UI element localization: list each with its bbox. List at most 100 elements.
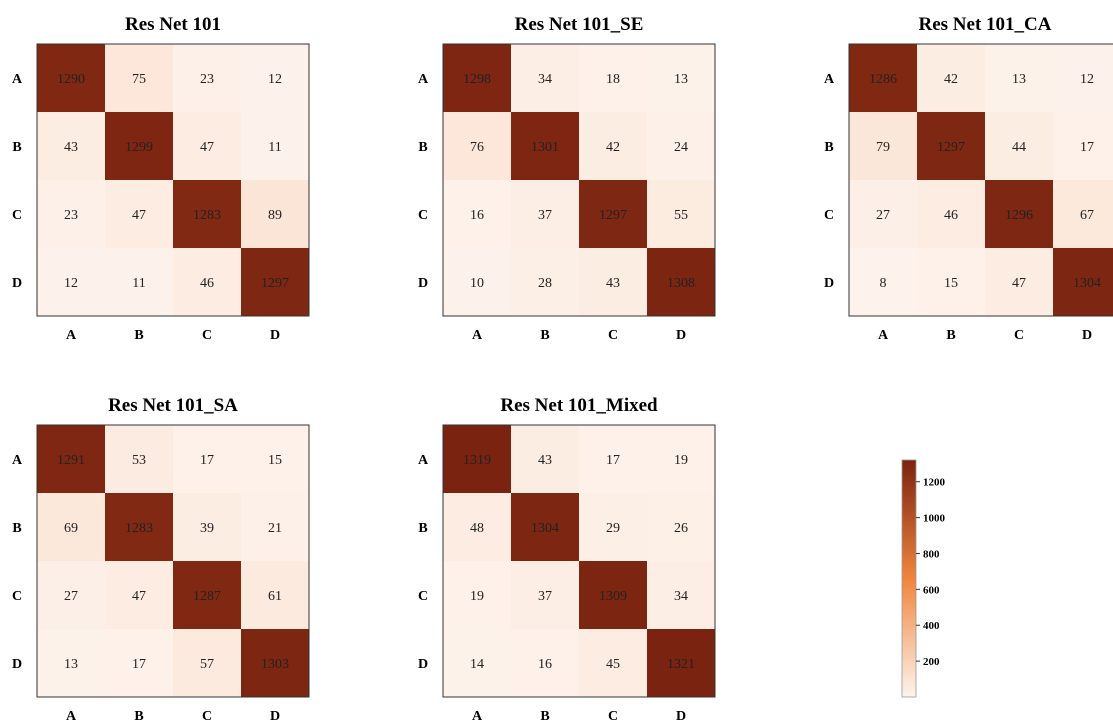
- cell-value-label: 46: [200, 276, 214, 291]
- heatmap-cell: [173, 44, 241, 112]
- cell-value-label: 12: [1080, 72, 1094, 87]
- row-tick-label: D: [418, 657, 428, 672]
- heatmap-cell: [511, 44, 579, 112]
- panel-title: Res Net 101: [125, 14, 221, 35]
- heatmap-cell: [241, 425, 309, 493]
- heatmap-cell: [917, 248, 985, 316]
- heatmap-cell: [173, 493, 241, 561]
- heatmap-cell: [443, 44, 511, 112]
- row-tick-label: D: [824, 276, 834, 291]
- heatmap-panels: Res Net 101 1290 75 23 12 43 1299 47 11 23 47 1283 8…: [12, 14, 1113, 720]
- heatmap-cell: [105, 561, 173, 629]
- heatmap-cell: [985, 112, 1053, 180]
- cell-value-label: 34: [538, 72, 552, 87]
- cell-value-label: 12: [64, 276, 78, 291]
- heatmap-frame: [848, 43, 1113, 317]
- cell-value-label: 19: [470, 589, 484, 604]
- cell-value-label: 53: [132, 453, 146, 468]
- heatmap-cell: [647, 493, 715, 561]
- heatmap-cell: [511, 493, 579, 561]
- cell-value-label: 16: [470, 208, 484, 223]
- cell-value-label: 21: [268, 521, 282, 536]
- cell-value-label: 1291: [57, 453, 85, 468]
- heatmap-cell: [37, 44, 105, 112]
- row-tick-label: C: [824, 208, 834, 223]
- heatmap-cell: [511, 112, 579, 180]
- cell-value-label: 55: [674, 208, 688, 223]
- cell-value-label: 11: [268, 140, 281, 155]
- heatmap-cell: [241, 561, 309, 629]
- cell-value-label: 10: [470, 276, 484, 291]
- cell-value-label: 23: [200, 72, 214, 87]
- cell-value-label: 1298: [463, 72, 491, 87]
- heatmap-cell: [105, 248, 173, 316]
- cell-value-label: 34: [674, 589, 688, 604]
- row-tick-label: D: [12, 657, 22, 672]
- cell-value-label: 44: [1012, 140, 1026, 155]
- heatmap-cell: [241, 112, 309, 180]
- cell-value-label: 15: [268, 453, 282, 468]
- heatmap-cell: [443, 493, 511, 561]
- row-tick-label: A: [12, 72, 23, 87]
- cell-value-label: 37: [538, 208, 552, 223]
- cell-value-label: 39: [200, 521, 214, 536]
- heatmap-cell: [511, 561, 579, 629]
- heatmap-cell: [105, 493, 173, 561]
- cell-value-label: 1283: [193, 208, 221, 223]
- col-tick-label: B: [134, 709, 143, 720]
- heatmap-cell: [173, 629, 241, 697]
- heatmap-cell: [173, 425, 241, 493]
- cell-value-label: 28: [538, 276, 552, 291]
- col-tick-label: C: [1014, 328, 1024, 343]
- heatmap-cell: [511, 180, 579, 248]
- heatmap-cell: [173, 248, 241, 316]
- col-tick-label: C: [202, 709, 212, 720]
- cell-value-label: 75: [132, 72, 146, 87]
- colorbar-tick-label: 400: [923, 620, 940, 632]
- heatmap-cell: [443, 248, 511, 316]
- cell-value-label: 61: [268, 589, 282, 604]
- col-tick-label: C: [608, 709, 618, 720]
- cell-value-label: 47: [132, 208, 146, 223]
- cell-value-label: 26: [674, 521, 688, 536]
- heatmap-panel: Res Net 101_SA 1291 53 17 15 69 1283 39 21 27 47 12…: [12, 395, 310, 720]
- row-tick-label: B: [12, 140, 21, 155]
- heatmap-frame: [442, 424, 716, 698]
- cell-value-label: 43: [538, 453, 552, 468]
- cell-value-label: 47: [132, 589, 146, 604]
- heatmap-cell: [241, 493, 309, 561]
- heatmap-cell: [241, 248, 309, 316]
- cell-value-label: 57: [200, 657, 214, 672]
- heatmap-cell: [105, 425, 173, 493]
- row-tick-label: B: [12, 521, 21, 536]
- heatmap-cell: [647, 248, 715, 316]
- cell-value-label: 67: [1080, 208, 1094, 223]
- cell-value-label: 47: [200, 140, 214, 155]
- row-tick-label: B: [418, 140, 427, 155]
- colorbar-tick-label: 1200: [923, 477, 946, 489]
- heatmap-panel: Res Net 101_SE 1298 34 18 13 76 1301 42 24 16 37 12…: [418, 14, 716, 343]
- heatmap-cell: [579, 561, 647, 629]
- cell-value-label: 27: [64, 589, 78, 604]
- col-tick-label: B: [540, 328, 549, 343]
- cell-value-label: 15: [944, 276, 958, 291]
- row-tick-label: A: [12, 453, 23, 468]
- col-tick-label: B: [134, 328, 143, 343]
- heatmap-cell: [105, 112, 173, 180]
- col-tick-label: A: [472, 709, 483, 720]
- heatmap-cell: [579, 493, 647, 561]
- heatmap-cell: [241, 629, 309, 697]
- cell-value-label: 1304: [1073, 276, 1101, 291]
- cell-value-label: 13: [64, 657, 78, 672]
- heatmap-cell: [443, 112, 511, 180]
- col-tick-label: D: [676, 709, 686, 720]
- cell-value-label: 1290: [57, 72, 85, 87]
- cell-value-label: 11: [132, 276, 145, 291]
- col-tick-label: C: [608, 328, 618, 343]
- heatmap-cell: [985, 248, 1053, 316]
- heatmap-cell: [647, 112, 715, 180]
- panel-title: Res Net 101_Mixed: [500, 395, 658, 416]
- cell-value-label: 16: [538, 657, 552, 672]
- heatmap-cell: [647, 425, 715, 493]
- cell-value-label: 1299: [125, 140, 153, 155]
